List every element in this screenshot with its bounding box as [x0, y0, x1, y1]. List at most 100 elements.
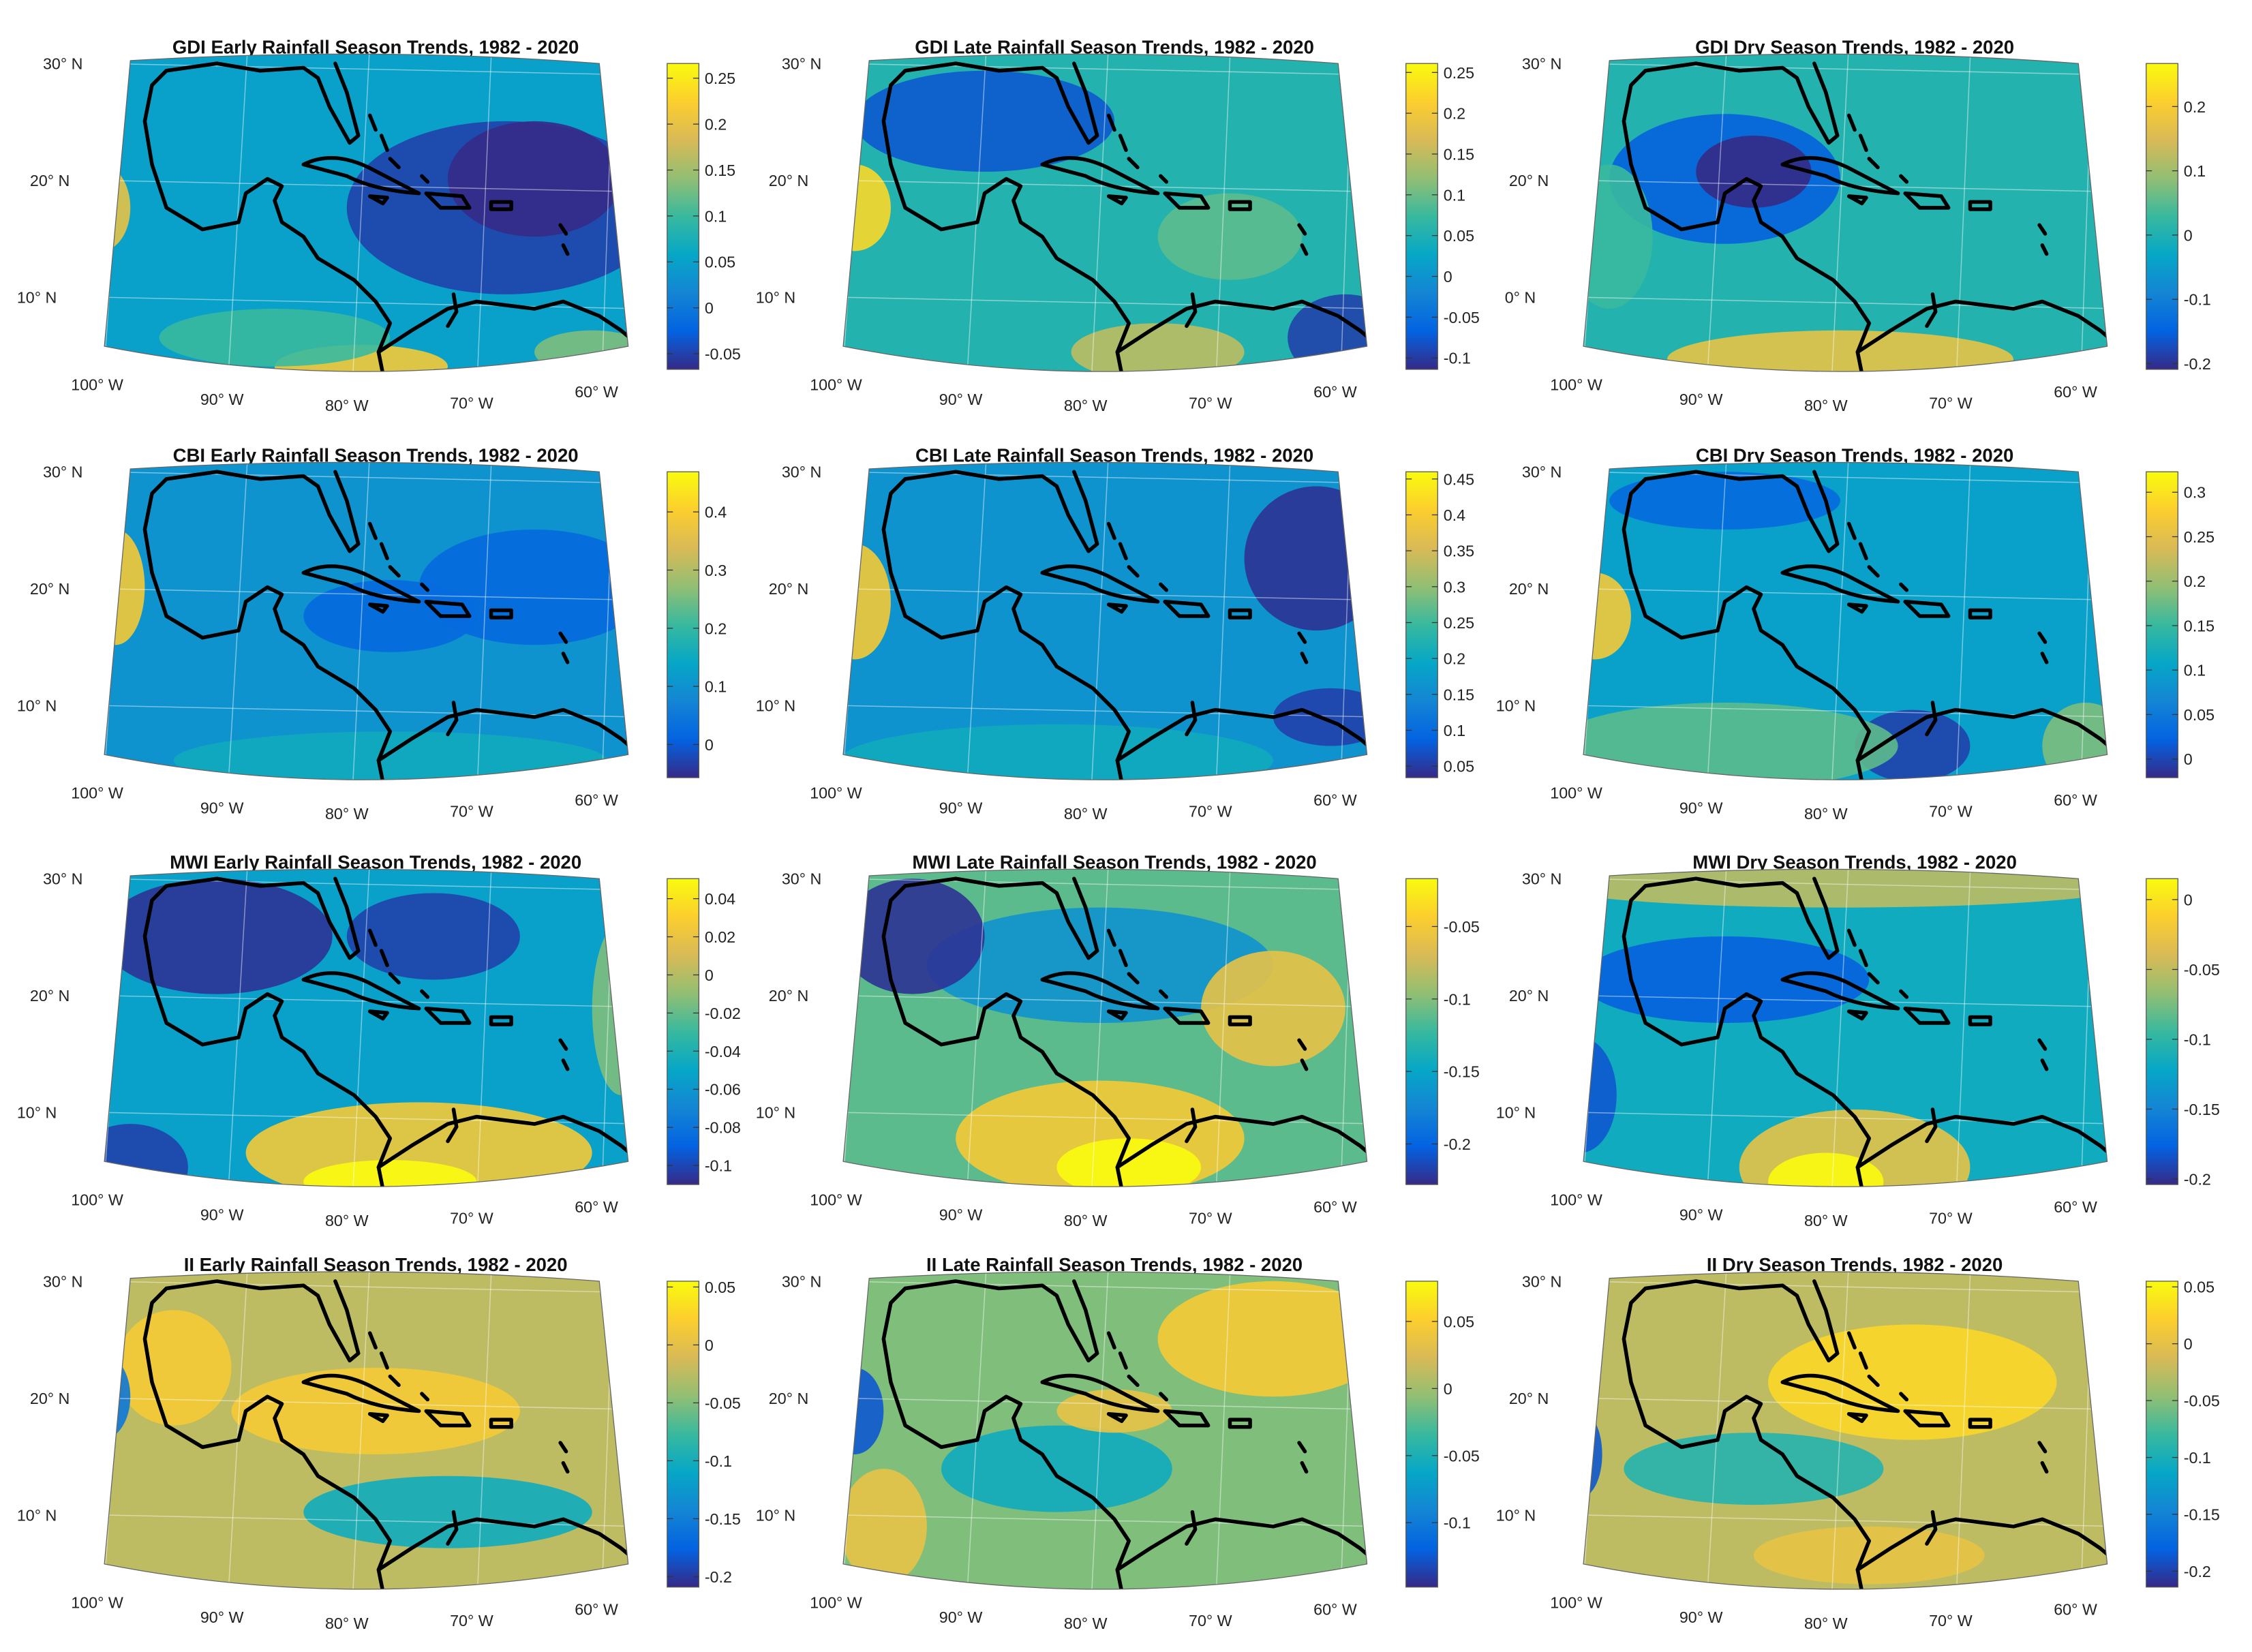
lon-grid-line [964, 54, 988, 372]
lon-grid-line [1705, 54, 1728, 372]
map-field [1583, 869, 2108, 1187]
coastline [1228, 200, 1252, 211]
lon-grid-line [964, 1272, 988, 1589]
colorbar-tick-label: 0.05 [2184, 706, 2215, 724]
coastline [367, 1411, 389, 1424]
coastline [1780, 971, 1900, 1011]
colorbar-tick-label: 0.2 [705, 620, 727, 637]
coastline [1118, 542, 1128, 561]
field-contour [245, 1102, 592, 1187]
colorbar-tick-label: 0.1 [2184, 662, 2206, 679]
colorbar-tick-label: 0.4 [705, 504, 727, 521]
colorbar [2146, 471, 2178, 778]
lat-tick-label: 30° N [782, 870, 821, 888]
coastline [903, 1279, 1099, 1363]
lat-tick-label: 30° N [782, 55, 821, 73]
coastline [142, 68, 393, 372]
coastline [1643, 61, 1840, 145]
lon-tick-label: 70° W [1929, 394, 1973, 412]
lon-grid-line [1089, 869, 1110, 1187]
coastline [1780, 564, 1900, 604]
coastline [301, 155, 421, 196]
coastline [2037, 1038, 2048, 1051]
lat-tick-label: 30° N [1522, 55, 1562, 73]
coastline [1968, 1418, 1992, 1429]
coastline [881, 477, 1131, 780]
coastline [388, 972, 401, 985]
coastline [2040, 243, 2049, 256]
lon-grid-line [1214, 869, 1232, 1187]
coastline [388, 565, 401, 578]
colorbar-tick-label: 0.25 [1444, 64, 1474, 82]
coastline [1643, 876, 1840, 960]
coastline [1106, 194, 1128, 206]
colorbar-tick-label: -0.15 [2184, 1101, 2220, 1118]
field-contour [1244, 486, 1367, 631]
lon-tick-label: 90° W [939, 391, 983, 408]
colorbar-tick-label: 0 [2184, 1335, 2193, 1353]
lon-grid-line [350, 54, 371, 372]
coastline [1899, 1392, 1909, 1402]
coastline [301, 971, 421, 1011]
coastline [1159, 989, 1169, 999]
panel: GDI Late Rainfall Season Trends, 1982 - … [756, 36, 1480, 414]
coastline [1163, 600, 1211, 618]
colorbar-tick-label: 0.15 [705, 162, 735, 179]
lat-tick-label: 30° N [43, 870, 82, 888]
colorbar [2146, 878, 2178, 1185]
coastline [1925, 292, 1938, 328]
map-frame [1583, 53, 2108, 372]
coastline [561, 1460, 570, 1474]
lon-grid-line [1705, 462, 1728, 780]
coastline [2040, 1058, 2049, 1071]
map-field [843, 1272, 1367, 1589]
lon-grid-line [1954, 1272, 1972, 1589]
field-contour [843, 544, 891, 660]
field-contour [941, 1425, 1172, 1512]
lat-grid-line [1583, 296, 2108, 309]
coastline [1846, 1009, 1868, 1021]
lon-tick-label: 100° W [810, 1593, 862, 1611]
lon-tick-label: 90° W [200, 1206, 244, 1223]
lon-grid-line [1214, 462, 1232, 780]
field-contour [1609, 472, 1840, 530]
field-contour [1056, 1138, 1202, 1187]
lon-tick-label: 100° W [71, 1191, 123, 1209]
map-frame [1583, 461, 2108, 780]
colorbar-tick-label: 0.3 [1444, 578, 1465, 596]
coastline [1622, 1286, 1872, 1589]
coastline [1228, 608, 1252, 620]
coastline [1968, 608, 1992, 620]
coastline [1899, 174, 1909, 184]
field-contour [926, 907, 1273, 1023]
coastline [1858, 542, 1868, 561]
colorbar-tick-label: -0.2 [2184, 1563, 2211, 1580]
coastline [1780, 155, 1900, 196]
coastline [446, 292, 459, 328]
lat-tick-label: 30° N [782, 463, 821, 481]
coastline [142, 477, 393, 780]
lon-tick-label: 80° W [1804, 805, 1848, 823]
lon-grid-line [1705, 869, 1728, 1187]
lon-tick-label: 70° W [1929, 802, 1973, 820]
coastline [446, 1510, 459, 1546]
lat-tick-label: 20° N [1509, 987, 1549, 1005]
lon-tick-label: 100° W [810, 784, 862, 802]
map-field [843, 54, 1367, 372]
lon-tick-label: 90° W [1679, 391, 1723, 408]
colorbar-tick-label: -0.08 [705, 1119, 741, 1137]
colorbar-tick-label: 0.3 [705, 562, 727, 579]
coastline [1127, 157, 1140, 170]
coastline [1968, 1015, 1992, 1026]
coastline [379, 949, 389, 968]
colorbar-tick-label: 0 [2184, 750, 2193, 768]
map-field [1583, 1272, 2108, 1589]
coastline [1228, 1015, 1252, 1026]
coastline [1903, 191, 1951, 210]
lon-grid-line [226, 462, 249, 780]
colorbar-tick-label: -0.2 [2184, 1170, 2211, 1188]
coastline [1159, 174, 1169, 184]
lon-tick-label: 70° W [450, 1612, 493, 1630]
map-field [104, 1272, 628, 1589]
colorbar-tick-label: -0.05 [1444, 1447, 1480, 1465]
